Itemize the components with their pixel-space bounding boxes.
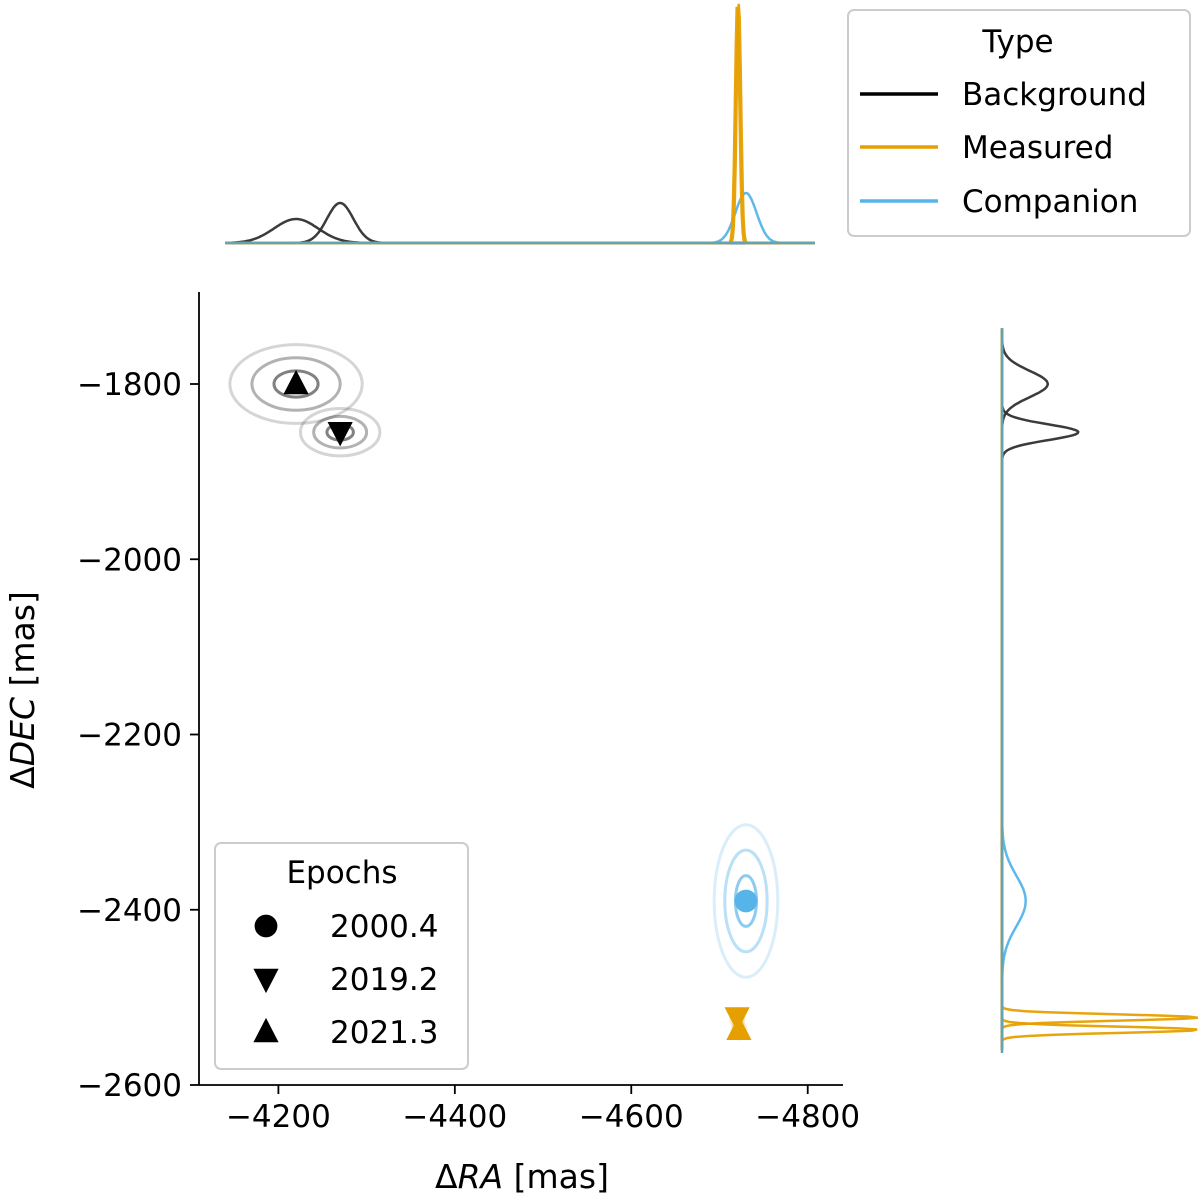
right-density-companion bbox=[1000, 328, 1027, 1050]
x-tick-label: −4600 bbox=[579, 1099, 684, 1135]
right-density-measured bbox=[1000, 328, 1198, 1050]
y-tick-label: −2400 bbox=[77, 893, 182, 929]
legend-epochs-title: Epochs bbox=[286, 855, 397, 891]
uncertainty-ellipse bbox=[228, 343, 364, 425]
legend-type: Type Background Measured Companion bbox=[847, 9, 1191, 237]
right-marginal-density bbox=[1000, 328, 1198, 1053]
top-density-companion bbox=[225, 191, 815, 245]
x-tick-label: −4800 bbox=[755, 1099, 860, 1135]
top-density-measured bbox=[225, 6, 815, 245]
uncertainty-ellipse bbox=[723, 848, 769, 954]
legend-epochs: Epochs 2000.4 2019.2 2021.3 bbox=[214, 842, 469, 1070]
legend-label-measured: Measured bbox=[962, 130, 1113, 166]
uncertainty-ellipse bbox=[712, 823, 780, 979]
legend-epoch-markers bbox=[253, 914, 279, 1043]
right-density-background bbox=[1000, 328, 1080, 1050]
legend-type-title: Type bbox=[981, 24, 1053, 60]
legend-epochs-frame bbox=[214, 842, 469, 1070]
legend-label-companion: Companion bbox=[962, 184, 1138, 220]
uncertainty-ellipse bbox=[298, 407, 382, 458]
marker-background-2021.3 bbox=[283, 369, 309, 395]
y-tick-label: −2000 bbox=[77, 542, 182, 578]
legend-epoch-label-2019: 2019.2 bbox=[330, 962, 438, 998]
y-ticks: −1800 −2000 −2200 −2400 −2600 bbox=[77, 367, 199, 1104]
top-density-measured bbox=[225, 3, 815, 245]
legend-type-frame bbox=[847, 9, 1191, 237]
y-tick-label: −1800 bbox=[77, 367, 182, 403]
legend-epoch-label-2021: 2021.3 bbox=[330, 1015, 438, 1051]
legend-marker-2019.2 bbox=[253, 968, 279, 994]
top-density-background bbox=[225, 201, 815, 245]
legend-label-background: Background bbox=[962, 77, 1147, 113]
x-axis-label: ΔRA [mas] bbox=[435, 1157, 609, 1196]
marker-background-2019.2 bbox=[327, 421, 353, 447]
uncertainty-ellipse bbox=[312, 414, 369, 450]
marker-companion-2000.4 bbox=[734, 889, 758, 913]
main-axes: −4200 −4400 −4600 −4800 −1800 −2000 −2200 −240… bbox=[77, 292, 860, 1135]
uncertainty-ellipse bbox=[250, 356, 342, 412]
right-density-measured bbox=[1000, 328, 1198, 1050]
legend-epoch-label-2000: 2000.4 bbox=[330, 909, 438, 945]
y-tick-label: −2200 bbox=[77, 718, 182, 754]
y-tick-label: −2600 bbox=[77, 1068, 182, 1104]
x-tick-label: −4400 bbox=[402, 1099, 507, 1135]
marker-measured-2021.3 bbox=[726, 1015, 752, 1041]
legend-marker-2021.3 bbox=[253, 1017, 279, 1043]
top-density-background bbox=[225, 217, 815, 245]
legend-marker-2000.4 bbox=[254, 914, 278, 938]
y-axis-label: ΔDEC [mas] bbox=[3, 591, 42, 789]
x-ticks: −4200 −4400 −4600 −4800 bbox=[226, 1085, 860, 1135]
data-markers bbox=[283, 369, 758, 1041]
x-tick-label: −4200 bbox=[226, 1099, 331, 1135]
top-marginal-density bbox=[225, 3, 815, 245]
